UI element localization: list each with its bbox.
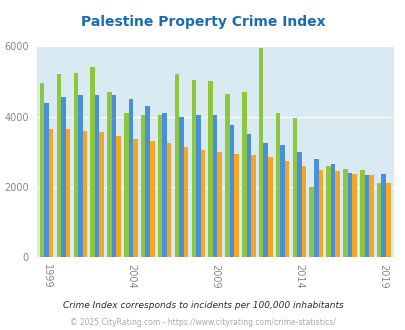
Bar — [275, 113, 279, 257]
Bar — [318, 170, 322, 257]
Bar — [179, 116, 183, 257]
Bar — [111, 95, 116, 257]
Bar — [352, 174, 356, 257]
Bar — [217, 152, 222, 257]
Bar — [279, 145, 284, 257]
Bar — [263, 143, 267, 257]
Bar — [128, 99, 133, 257]
Text: Palestine Property Crime Index: Palestine Property Crime Index — [81, 15, 324, 29]
Bar — [234, 153, 238, 257]
Bar — [296, 152, 301, 257]
Bar — [124, 113, 128, 257]
Bar — [158, 115, 162, 257]
Bar — [347, 173, 352, 257]
Bar — [326, 166, 330, 257]
Bar — [191, 80, 196, 257]
Bar — [90, 67, 95, 257]
Bar — [359, 170, 364, 257]
Bar — [301, 166, 305, 257]
Bar — [284, 161, 289, 257]
Bar — [162, 113, 166, 257]
Bar — [83, 131, 87, 257]
Bar — [208, 82, 212, 257]
Bar — [73, 73, 78, 257]
Bar — [309, 187, 313, 257]
Bar — [66, 129, 70, 257]
Bar — [251, 155, 255, 257]
Bar — [183, 147, 188, 257]
Text: © 2025 CityRating.com - https://www.cityrating.com/crime-statistics/: © 2025 CityRating.com - https://www.city… — [70, 318, 335, 327]
Bar — [376, 183, 380, 257]
Bar — [44, 103, 49, 257]
Bar — [57, 74, 61, 257]
Bar — [133, 140, 137, 257]
Bar — [229, 125, 234, 257]
Bar — [145, 106, 150, 257]
Bar — [246, 134, 251, 257]
Text: Crime Index corresponds to incidents per 100,000 inhabitants: Crime Index corresponds to incidents per… — [62, 301, 343, 310]
Bar — [141, 115, 145, 257]
Bar — [166, 143, 171, 257]
Bar — [107, 92, 111, 257]
Bar — [330, 164, 335, 257]
Bar — [313, 159, 318, 257]
Bar — [40, 83, 44, 257]
Bar — [61, 97, 66, 257]
Bar — [241, 92, 246, 257]
Bar — [292, 118, 296, 257]
Bar — [267, 157, 272, 257]
Bar — [99, 132, 104, 257]
Bar — [364, 175, 368, 257]
Bar — [116, 136, 121, 257]
Bar — [212, 115, 217, 257]
Bar — [200, 150, 205, 257]
Bar — [380, 174, 385, 257]
Bar — [225, 94, 229, 257]
Bar — [78, 95, 83, 257]
Bar — [174, 74, 179, 257]
Bar — [368, 175, 373, 257]
Bar — [258, 48, 263, 257]
Bar — [342, 169, 347, 257]
Legend: Palestine, Texas, National: Palestine, Texas, National — [92, 326, 337, 330]
Bar — [385, 183, 390, 257]
Bar — [150, 141, 154, 257]
Bar — [196, 115, 200, 257]
Bar — [335, 171, 339, 257]
Bar — [49, 129, 53, 257]
Bar — [95, 95, 99, 257]
